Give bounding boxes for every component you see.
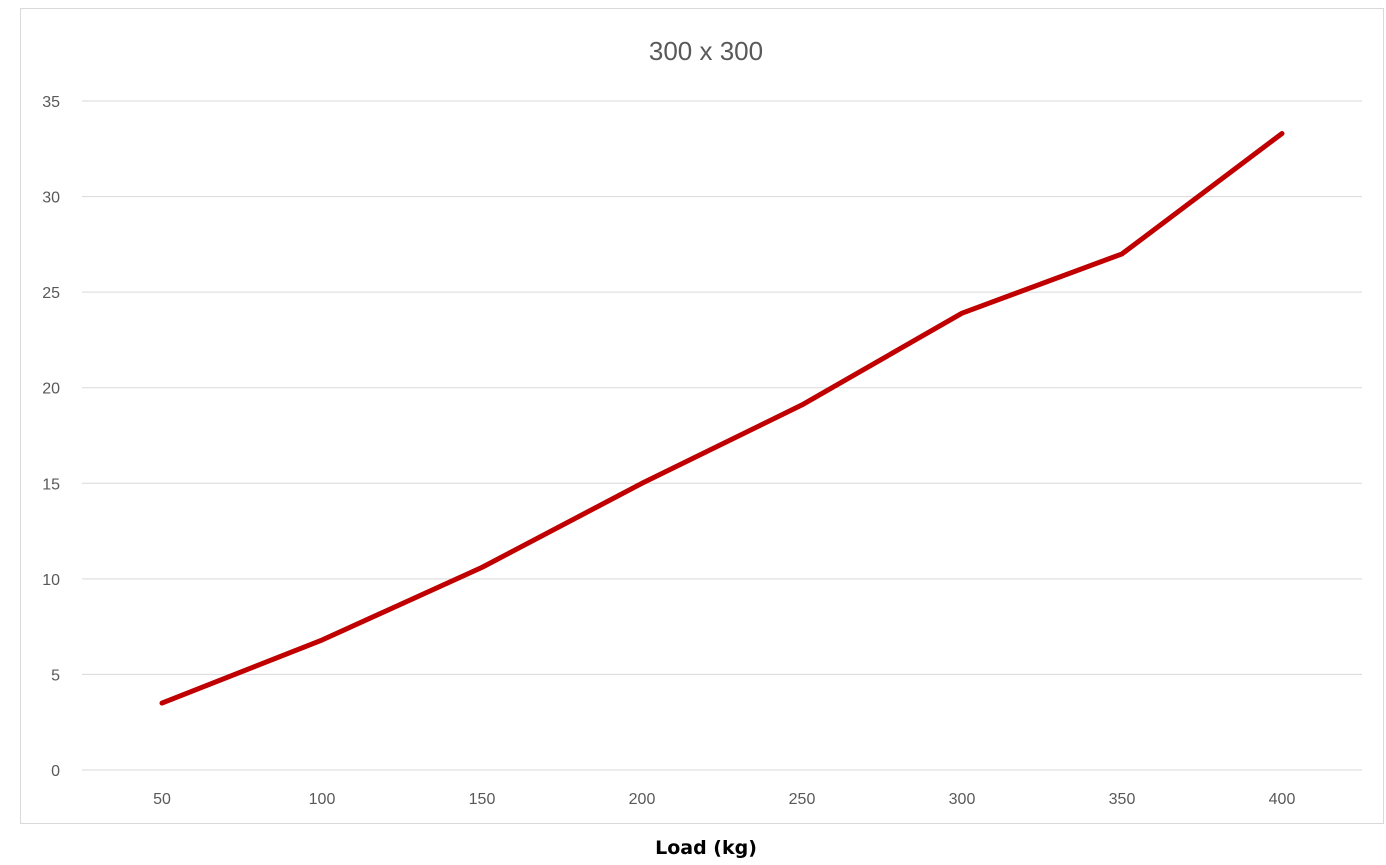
y-tick-label: 5 bbox=[51, 667, 60, 684]
y-tick-label: 30 bbox=[42, 190, 60, 207]
y-axis-ticks: 0 5 10 15 20 25 30 35 bbox=[42, 94, 60, 780]
y-tick-label: 0 bbox=[51, 763, 60, 780]
x-tick-label: 250 bbox=[789, 791, 816, 808]
y-tick-label: 35 bbox=[42, 94, 60, 111]
gridlines bbox=[82, 100, 1362, 771]
y-tick-label: 25 bbox=[42, 285, 60, 302]
x-tick-label: 200 bbox=[629, 791, 656, 808]
series-line-0 bbox=[159, 130, 1285, 706]
y-tick-label: 10 bbox=[42, 572, 60, 589]
chart-frame bbox=[20, 8, 1384, 824]
x-tick-label: 100 bbox=[309, 791, 336, 808]
chart-title: 300 x 300 bbox=[649, 36, 763, 66]
series-layer bbox=[159, 130, 1285, 706]
x-axis-label: Load (kg) bbox=[655, 837, 757, 859]
y-tick-label: 15 bbox=[42, 476, 60, 493]
y-tick-label: 20 bbox=[42, 381, 60, 398]
x-tick-label: 400 bbox=[1269, 791, 1296, 808]
x-tick-label: 50 bbox=[153, 791, 171, 808]
x-tick-label: 150 bbox=[469, 791, 496, 808]
x-tick-label: 300 bbox=[949, 791, 976, 808]
x-axis-ticks: 50 100 150 200 250 300 350 400 bbox=[153, 791, 1295, 808]
x-tick-label: 350 bbox=[1109, 791, 1136, 808]
